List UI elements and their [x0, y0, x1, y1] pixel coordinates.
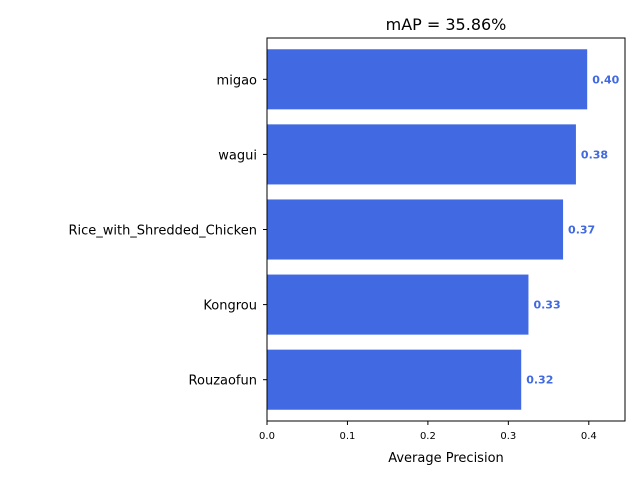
x-tick-label: 0.2	[420, 431, 436, 442]
bar-rouzaofun	[267, 349, 522, 410]
bar-kongrou	[267, 274, 529, 335]
category-label: wagui	[218, 148, 257, 163]
category-label: migao	[217, 73, 257, 88]
x-axis-label: Average Precision	[388, 451, 504, 466]
value-label: 0.33	[533, 299, 560, 312]
value-labels-group: 0.40 0.38 0.37 0.33 0.32	[526, 73, 619, 386]
bar-migao	[267, 49, 588, 110]
value-label: 0.37	[568, 224, 595, 237]
axes-frame	[266, 37, 626, 422]
x-tick-label: 0.3	[500, 431, 516, 442]
x-tick-label: 0.0	[259, 431, 275, 442]
x-tick-label: 0.4	[581, 431, 597, 442]
category-label: Rice_with_Shredded_Chicken	[68, 224, 257, 239]
value-label: 0.40	[592, 73, 619, 86]
x-tick-label: 0.1	[339, 431, 355, 442]
x-ticks-group: 0.0 0.1 0.2 0.3 0.4	[259, 421, 597, 442]
bars-group	[267, 49, 588, 410]
bar-rice-with-shredded-chicken	[267, 199, 564, 260]
value-label: 0.32	[526, 374, 553, 387]
category-label: Kongrou	[203, 299, 257, 314]
bar-wagui	[267, 124, 576, 185]
value-label: 0.38	[581, 148, 608, 161]
category-label: Rouzaofun	[189, 374, 257, 389]
category-labels-group: migao wagui Rice_with_Shredded_Chicken Kong…	[68, 73, 267, 389]
chart-title: mAP = 35.86%	[386, 15, 507, 34]
